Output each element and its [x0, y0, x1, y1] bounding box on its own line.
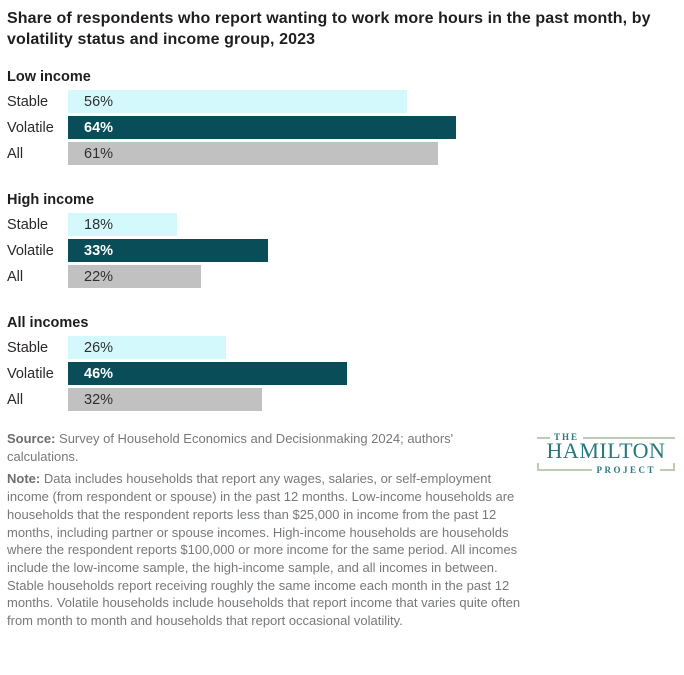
- group-low-income: Low income Stable 56% Volatile 64% All 6…: [7, 69, 676, 165]
- bar-row-all-incomes-volatile: Volatile 46%: [7, 362, 676, 385]
- bar-row-high-income-all: All 22%: [7, 265, 676, 288]
- bar-label: All: [7, 391, 24, 408]
- bar-row-low-income-stable: Stable 56%: [7, 90, 676, 113]
- footer-notes: Source: Survey of Household Economics an…: [7, 430, 521, 630]
- bar-value: 22%: [84, 268, 114, 285]
- bar-chart: Low income Stable 56% Volatile 64% All 6…: [7, 69, 676, 411]
- group-all-incomes: All incomes Stable 26% Volatile 46% All …: [7, 315, 676, 411]
- footer: Source: Survey of Household Economics an…: [7, 430, 678, 630]
- bar-value: 46%: [84, 365, 114, 382]
- logo-word-the: THE: [550, 432, 584, 442]
- bar-row-low-income-all: All 61%: [7, 142, 676, 165]
- bar-row-all-incomes-stable: Stable 26%: [7, 336, 676, 359]
- logo-word-hamilton: HAMILTON: [534, 439, 678, 463]
- bar-label: Volatile: [7, 119, 54, 136]
- chart-title: Share of respondents who report wanting …: [7, 10, 651, 48]
- logo-word-project: PROJECT: [592, 465, 660, 475]
- bar-all-incomes-all: 32%: [68, 388, 262, 411]
- source-text: Survey of Household Economics and Decisi…: [7, 431, 454, 464]
- bar-row-low-income-volatile: Volatile 64%: [7, 116, 676, 139]
- bar-all-incomes-stable: 26%: [68, 336, 226, 359]
- source-label: Source:: [7, 431, 56, 446]
- note-label: Note:: [7, 471, 41, 487]
- group-header: All incomes: [7, 315, 89, 331]
- bar-label: All: [7, 145, 24, 162]
- bar-row-all-incomes-all: All 32%: [7, 388, 676, 411]
- bar-value: 18%: [84, 216, 114, 233]
- bar-label: Volatile: [7, 242, 54, 259]
- bar-all-incomes-volatile: 46%: [68, 362, 347, 385]
- group-high-income: High income Stable 18% Volatile 33% All …: [7, 192, 676, 288]
- note-text: Data includes households that report any…: [7, 471, 521, 629]
- data-note: Note: Data includes households that repo…: [7, 470, 521, 629]
- group-header: Low income: [7, 69, 91, 85]
- bar-label: All: [7, 268, 24, 285]
- source-note: Source: Survey of Household Economics an…: [7, 430, 521, 465]
- bar-low-income-stable: 56%: [68, 90, 407, 113]
- hamilton-project-logo: THE HAMILTON PROJECT: [534, 432, 678, 475]
- bar-value: 26%: [84, 339, 114, 356]
- bar-value: 61%: [84, 145, 114, 162]
- bar-row-high-income-stable: Stable 18%: [7, 213, 676, 236]
- bar-label: Stable: [7, 216, 49, 233]
- bar-row-high-income-volatile: Volatile 33%: [7, 239, 676, 262]
- bar-label: Stable: [7, 339, 49, 356]
- bar-value: 64%: [84, 119, 114, 136]
- bar-high-income-volatile: 33%: [68, 239, 268, 262]
- bar-label: Volatile: [7, 365, 54, 382]
- bar-low-income-volatile: 64%: [68, 116, 456, 139]
- bar-value: 32%: [84, 391, 114, 408]
- bar-low-income-all: 61%: [68, 142, 438, 165]
- bar-value: 56%: [84, 93, 114, 110]
- bar-value: 33%: [84, 242, 114, 259]
- bar-high-income-all: 22%: [68, 265, 201, 288]
- group-header: High income: [7, 192, 95, 208]
- bar-high-income-stable: 18%: [68, 213, 177, 236]
- bar-label: Stable: [7, 93, 49, 110]
